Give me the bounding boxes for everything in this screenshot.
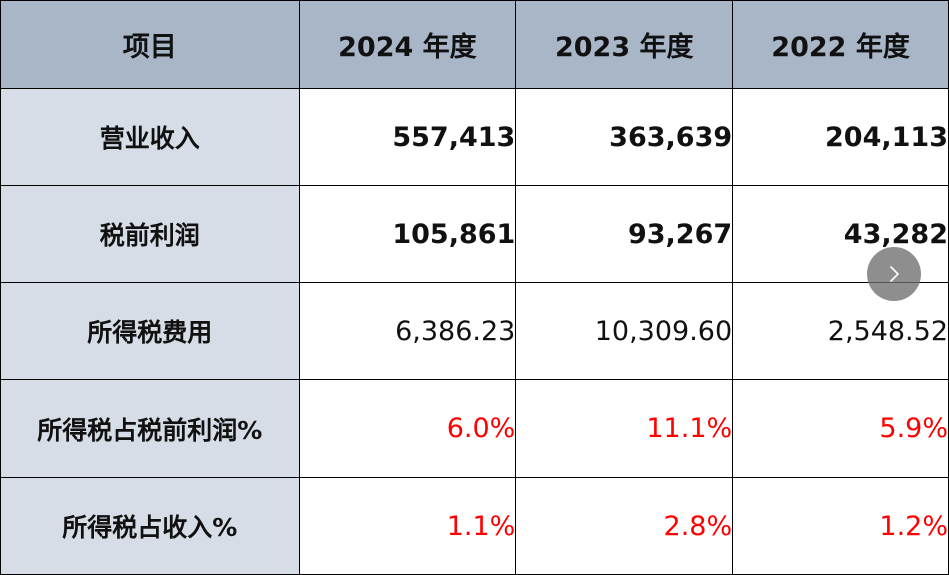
table-cell: 43,282 (732, 185, 949, 283)
table-cell: 5.9% (732, 379, 949, 478)
table-cell: 1.1% (298, 477, 517, 575)
table-cell: 2,548.52 (732, 282, 949, 380)
table-cell: 93,267 (515, 185, 734, 283)
table-cell: 6.0% (298, 379, 517, 478)
table-header-row: 项目 2024 年度 2023 年度 2022 年度 (0, 0, 949, 89)
next-button[interactable] (867, 247, 921, 301)
table-row: 所得税占收入% 1.1% 2.8% 1.2% (0, 477, 949, 575)
row-label: 营业收入 (0, 88, 300, 186)
table-row: 所得税费用 6,386.23 10,309.60 2,548.52 (0, 282, 949, 380)
table-row: 营业收入 557,413 363,639 204,113 (0, 88, 949, 186)
chevron-right-icon (890, 266, 899, 282)
header-year-2024: 2024 年度 (298, 0, 517, 89)
table-cell: 363,639 (515, 88, 734, 186)
header-item: 项目 (0, 0, 300, 89)
table-cell: 10,309.60 (515, 282, 734, 380)
table-cell: 2.8% (515, 477, 734, 575)
header-year-2023: 2023 年度 (515, 0, 734, 89)
row-label: 税前利润 (0, 185, 300, 283)
row-label: 所得税占收入% (0, 477, 300, 575)
table-row: 税前利润 105,861 93,267 43,282 (0, 185, 949, 283)
table-cell: 6,386.23 (298, 282, 517, 380)
table-cell: 11.1% (515, 379, 734, 478)
row-label: 所得税占税前利润% (0, 379, 300, 478)
table-row: 所得税占税前利润% 6.0% 11.1% 5.9% (0, 379, 949, 478)
table-cell: 105,861 (298, 185, 517, 283)
table-cell: 1.2% (732, 477, 949, 575)
row-label: 所得税费用 (0, 282, 300, 380)
table-cell: 204,113 (732, 88, 949, 186)
table-cell: 557,413 (298, 88, 517, 186)
header-year-2022: 2022 年度 (732, 0, 949, 89)
